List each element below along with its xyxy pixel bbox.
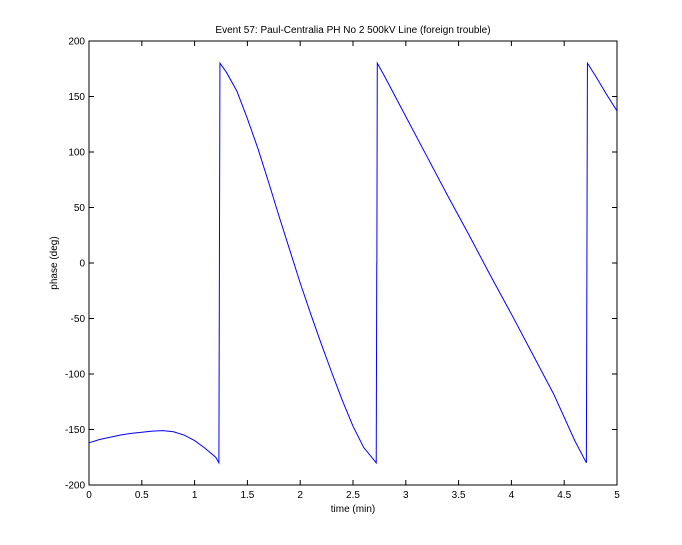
x-axis-title: time (min): [331, 504, 375, 515]
x-tick-label: 5: [614, 490, 620, 501]
x-tick-label: 1.5: [240, 490, 254, 501]
x-tick-label: 1: [192, 490, 198, 501]
y-tick-label: -200: [65, 481, 85, 492]
y-tick-label: 150: [68, 92, 85, 103]
axis-ticks: [88, 40, 618, 486]
y-tick-label: 0: [79, 259, 85, 270]
x-tick-label: 3.5: [452, 490, 466, 501]
y-tick-label: 100: [68, 148, 85, 159]
y-tick-label: -50: [71, 314, 86, 325]
x-tick-label: 4.5: [557, 490, 571, 501]
x-tick-label: 0.5: [135, 490, 149, 501]
chart-title: Event 57: Paul-Centralia PH No 2 500kV L…: [215, 25, 490, 36]
x-tick-label: 4: [509, 490, 515, 501]
x-tick-label: 2: [297, 490, 303, 501]
plot-area: [88, 40, 618, 486]
x-tick-label: 0: [86, 490, 92, 501]
y-tick-label: 200: [68, 37, 85, 48]
x-tick-label: 3: [403, 490, 409, 501]
x-axis-tick-labels: 0 0.5 1 1.5 2 2.5 3 3.5 4 4.5 5: [86, 490, 620, 501]
x-tick-label: 2.5: [346, 490, 360, 501]
y-axis-title: phase (deg): [49, 236, 60, 289]
y-tick-label: 50: [74, 203, 86, 214]
y-tick-label: -100: [65, 370, 85, 381]
y-tick-label: -150: [65, 425, 85, 436]
phase-series-line: [88, 61, 618, 465]
y-axis-tick-labels: -200 -150 -100 -50 0 50 100 150 200: [65, 37, 85, 492]
